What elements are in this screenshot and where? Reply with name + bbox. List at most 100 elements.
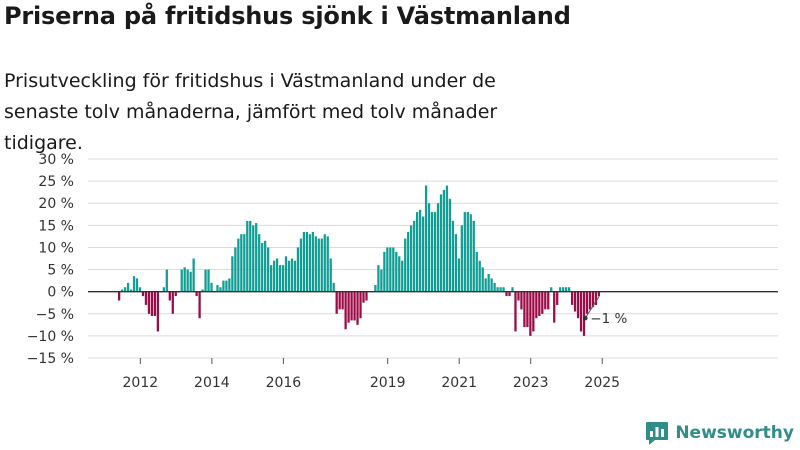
bar (553, 291, 556, 323)
bar (413, 220, 416, 292)
bar (126, 282, 130, 292)
bar (436, 203, 440, 292)
bar (237, 238, 240, 292)
x-tick-label: 2019 (370, 375, 406, 391)
bar (192, 258, 195, 292)
bar (335, 291, 338, 314)
bar (472, 220, 475, 292)
bar (445, 185, 449, 292)
bar (168, 291, 171, 301)
bar (493, 282, 496, 292)
bar (222, 280, 225, 292)
chart-title: Priserna på fritidshus sjönk i Västmanla… (4, 2, 571, 30)
bar (323, 234, 326, 292)
bar (377, 265, 380, 292)
y-tick-label: 5 % (47, 263, 74, 279)
bar (538, 291, 541, 316)
bar (567, 287, 571, 292)
last-value-leader (584, 295, 600, 319)
bar (201, 289, 204, 292)
bar (359, 291, 362, 319)
bar (269, 265, 273, 292)
x-tick-label: 2021 (441, 375, 477, 391)
newsworthy-logo-icon (646, 422, 669, 445)
bar (225, 280, 228, 292)
bar (287, 260, 291, 292)
bar (556, 291, 559, 305)
bar (532, 291, 535, 332)
bar (347, 291, 350, 323)
bar (156, 291, 160, 332)
bar (118, 291, 121, 301)
bar (284, 256, 288, 292)
y-tick-label: −15 % (27, 351, 74, 367)
bar (183, 267, 186, 292)
bar (207, 269, 210, 292)
x-axis-ticks: 2012 2014 2016 2019 2021 2023 2025 (123, 358, 620, 391)
bar (424, 185, 428, 292)
bar (573, 291, 577, 312)
y-tick-label: 0 % (47, 285, 74, 301)
bar (198, 291, 201, 319)
y-tick-label: 30 % (38, 152, 74, 168)
bar (526, 291, 529, 328)
y-tick-label: −10 % (27, 329, 74, 345)
bar (234, 247, 237, 292)
bar (454, 234, 458, 292)
bar (341, 291, 344, 310)
bar (565, 287, 568, 292)
y-tick-label: −5 % (36, 307, 74, 323)
bar (395, 251, 398, 292)
bar (338, 291, 341, 310)
bar (514, 291, 517, 332)
bar (433, 212, 437, 292)
bar (299, 238, 303, 292)
bar (138, 287, 142, 292)
x-tick-label: 2012 (123, 375, 159, 391)
bar (317, 238, 320, 292)
bar (290, 258, 294, 292)
bar (308, 234, 311, 292)
bar (231, 256, 234, 292)
bar (135, 278, 139, 292)
bar (353, 291, 356, 321)
bar (329, 258, 332, 292)
bar (365, 291, 368, 301)
bar (219, 287, 222, 292)
bar (559, 287, 562, 292)
bar (216, 285, 219, 292)
bar (520, 291, 523, 310)
bar (579, 291, 583, 332)
bar (478, 260, 481, 292)
bar (487, 273, 490, 292)
bar (350, 291, 353, 321)
bar (258, 234, 261, 292)
bar (517, 291, 520, 301)
bar (267, 247, 270, 292)
bar (153, 291, 157, 316)
bar (430, 212, 434, 292)
bar (460, 225, 463, 292)
bar (463, 212, 466, 292)
bar (451, 220, 455, 292)
bar (398, 256, 401, 292)
last-value-dot (582, 315, 588, 321)
bar (505, 291, 508, 297)
brand-name: Newsworthy (675, 423, 794, 443)
bar (314, 236, 317, 292)
bar (401, 260, 404, 292)
bar (380, 269, 383, 292)
bar (272, 260, 276, 292)
brand-logo[interactable]: Newsworthy (644, 420, 794, 446)
bar (261, 243, 264, 292)
bar (296, 247, 300, 292)
bar (147, 291, 151, 314)
bar (132, 276, 136, 292)
bar (129, 289, 133, 292)
bar (362, 291, 365, 303)
y-tick-label: 25 % (38, 174, 74, 190)
bar (418, 209, 422, 292)
bar (302, 231, 306, 292)
bar (404, 238, 407, 292)
